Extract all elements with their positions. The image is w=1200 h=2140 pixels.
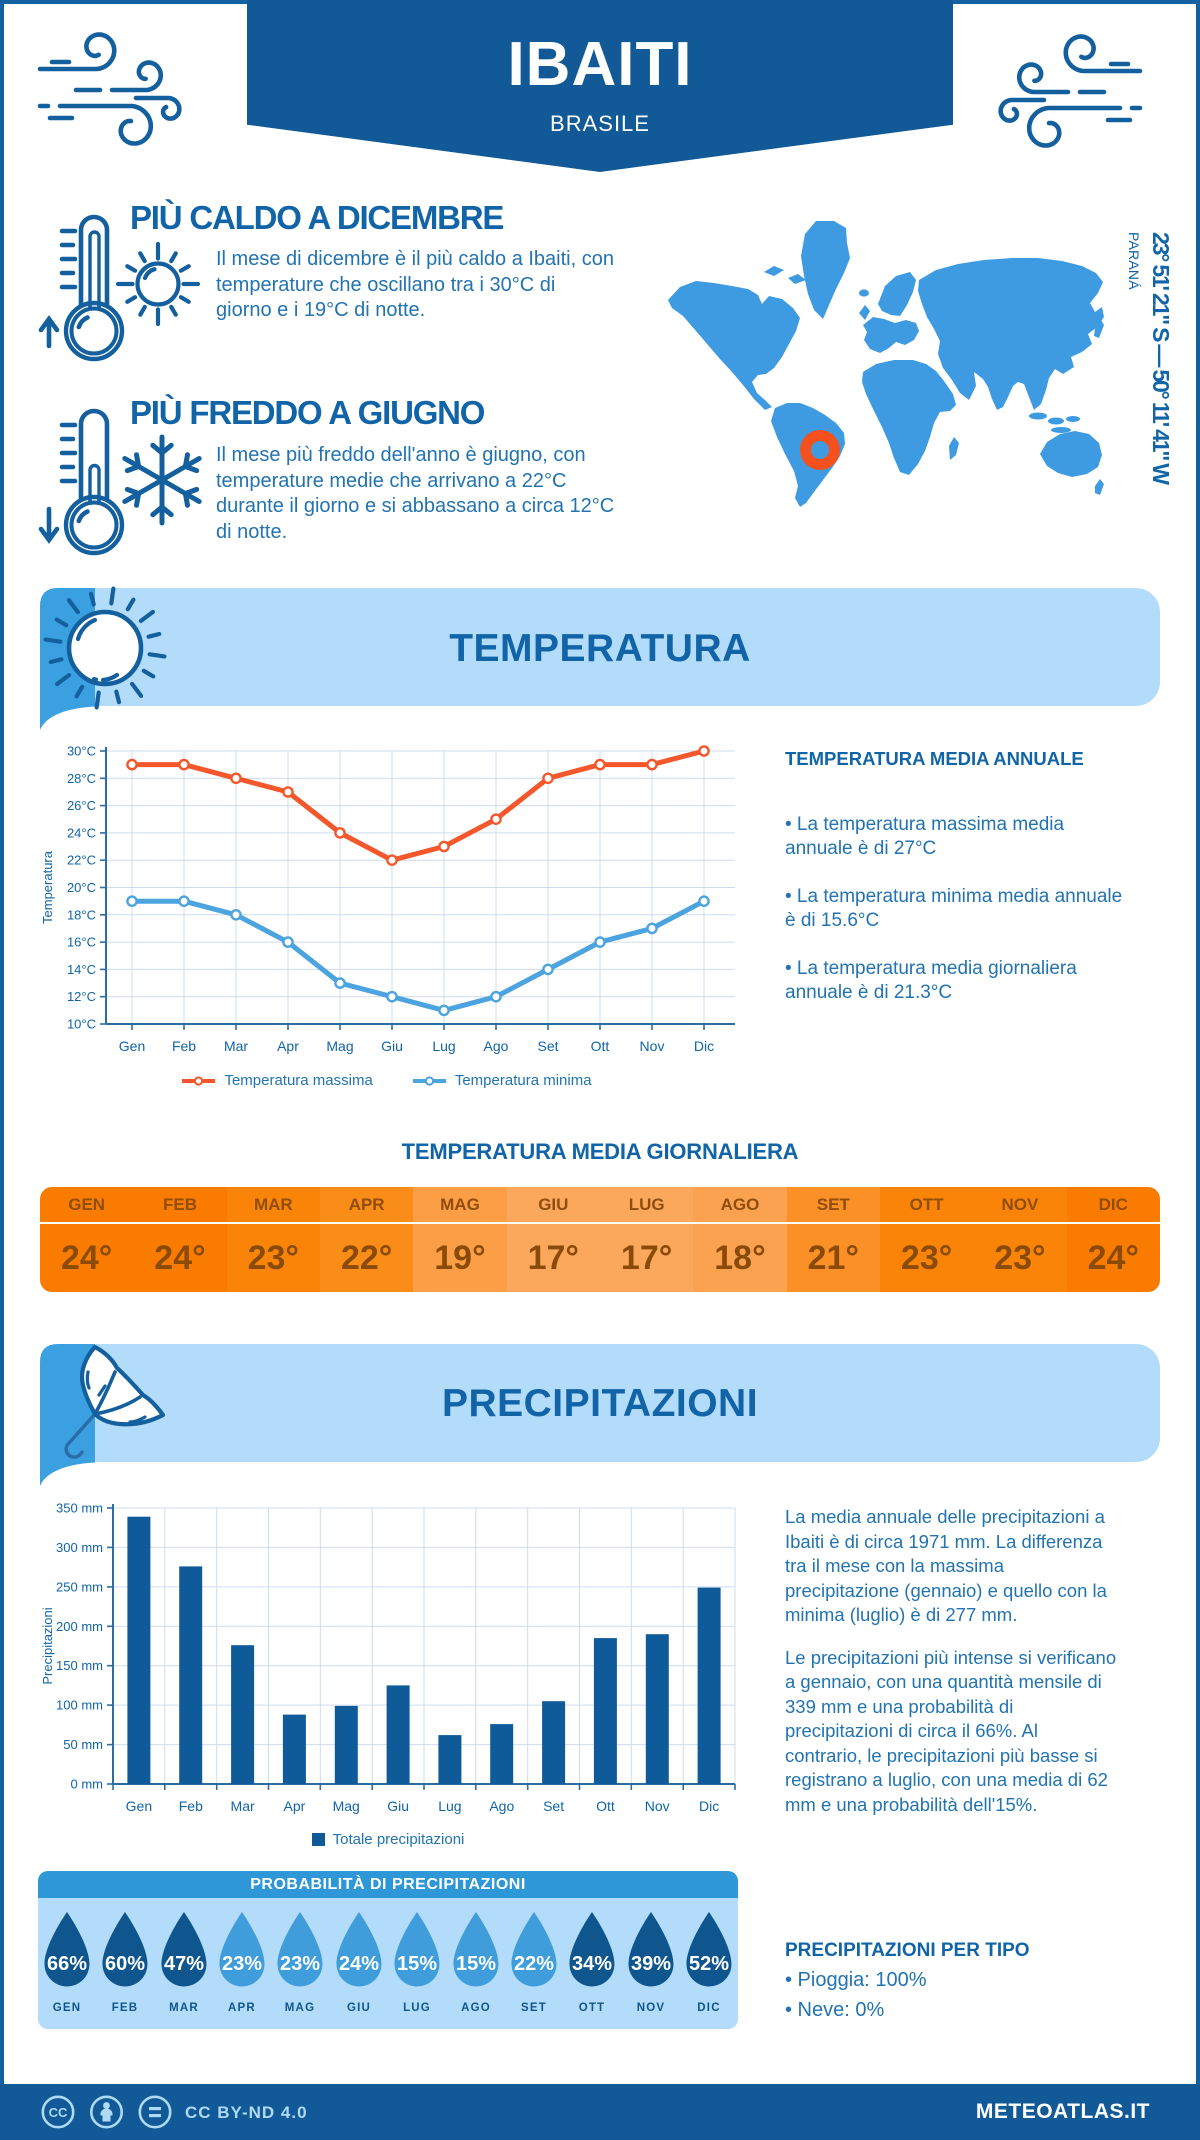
svg-text:350 mm: 350 mm: [56, 1501, 103, 1516]
svg-text:Set: Set: [537, 1038, 558, 1054]
svg-text:Giu: Giu: [381, 1038, 403, 1054]
svg-text:Feb: Feb: [172, 1038, 196, 1054]
svg-text:Lug: Lug: [438, 1798, 461, 1814]
svg-text:Gen: Gen: [119, 1038, 145, 1054]
svg-text:Mag: Mag: [326, 1038, 353, 1054]
svg-text:150 mm: 150 mm: [56, 1658, 103, 1673]
svg-text:Temperatura: Temperatura: [40, 850, 55, 924]
svg-text:16°C: 16°C: [67, 935, 96, 950]
svg-text:Mag: Mag: [333, 1798, 360, 1814]
svg-text:0 mm: 0 mm: [71, 1777, 104, 1792]
svg-text:300 mm: 300 mm: [56, 1540, 103, 1555]
svg-text:Dic: Dic: [694, 1038, 714, 1054]
svg-text:Ago: Ago: [484, 1038, 509, 1054]
svg-text:Dic: Dic: [699, 1798, 719, 1814]
svg-text:26°C: 26°C: [67, 798, 96, 813]
svg-text:12°C: 12°C: [67, 989, 96, 1004]
svg-text:Precipitazioni: Precipitazioni: [40, 1607, 55, 1684]
svg-text:Set: Set: [543, 1798, 564, 1814]
svg-text:20°C: 20°C: [67, 880, 96, 895]
svg-text:Lug: Lug: [432, 1038, 455, 1054]
svg-text:CC: CC: [49, 2105, 68, 2120]
svg-text:22°C: 22°C: [67, 853, 96, 868]
svg-text:14°C: 14°C: [67, 962, 96, 977]
svg-text:Nov: Nov: [640, 1038, 665, 1054]
svg-text:Ott: Ott: [591, 1038, 610, 1054]
svg-text:Feb: Feb: [179, 1798, 203, 1814]
svg-text:50 mm: 50 mm: [63, 1737, 103, 1752]
svg-text:Apr: Apr: [284, 1798, 306, 1814]
svg-text:28°C: 28°C: [67, 771, 96, 786]
svg-text:30°C: 30°C: [67, 744, 96, 759]
svg-text:Ago: Ago: [489, 1798, 514, 1814]
svg-text:Nov: Nov: [645, 1798, 670, 1814]
svg-text:100 mm: 100 mm: [56, 1698, 103, 1713]
svg-text:Ott: Ott: [596, 1798, 615, 1814]
svg-text:Mar: Mar: [231, 1798, 255, 1814]
svg-text:18°C: 18°C: [67, 907, 96, 922]
svg-text:Apr: Apr: [277, 1038, 299, 1054]
svg-text:Gen: Gen: [126, 1798, 152, 1814]
svg-text:10°C: 10°C: [67, 1017, 96, 1032]
svg-text:24°C: 24°C: [67, 825, 96, 840]
svg-text:200 mm: 200 mm: [56, 1619, 103, 1634]
svg-text:250 mm: 250 mm: [56, 1579, 103, 1594]
svg-text:Mar: Mar: [224, 1038, 248, 1054]
svg-text:Giu: Giu: [387, 1798, 409, 1814]
